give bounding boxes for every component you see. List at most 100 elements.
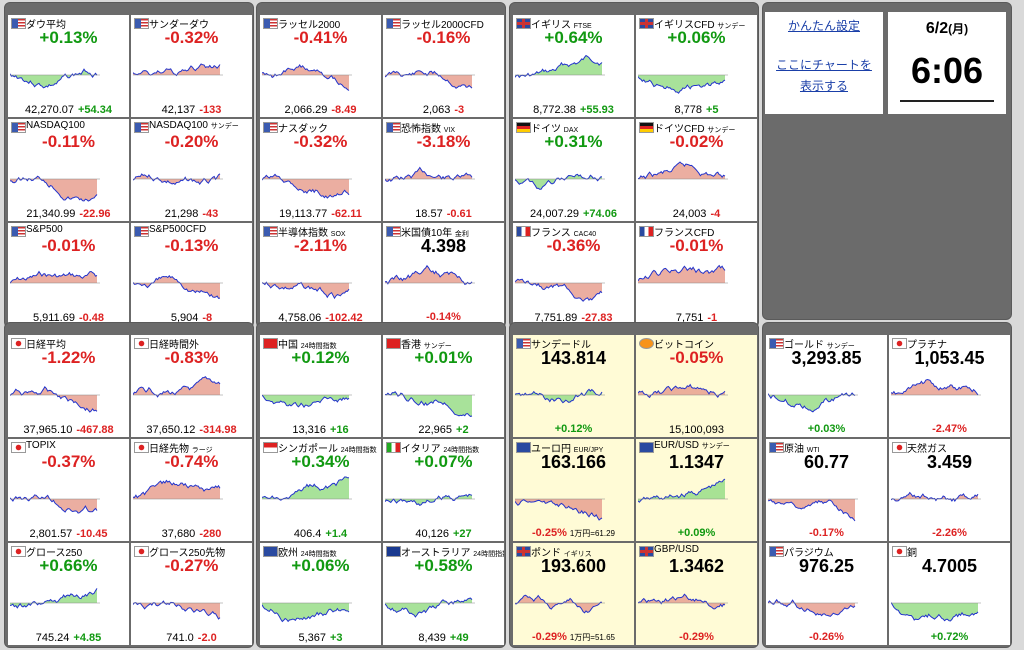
chart-line (133, 63, 221, 77)
mini-chart (133, 376, 223, 398)
tile-name-text: イタリア (401, 444, 441, 455)
market-tile[interactable]: NASDAQ100 サンデー -0.20% 21,298 -43 (131, 119, 252, 221)
market-tile[interactable]: 半導体指数 SOX -2.11% 4,758.06 -102.42 (260, 223, 381, 325)
market-tile[interactable]: 香港 サンデー +0.01% 22,965 +2 (383, 335, 504, 437)
market-tile[interactable]: グロース250 +0.66% 745.24 +4.85 (8, 543, 129, 645)
market-tile[interactable]: オーストラリア 24時間指数+0.58% 8,439+49 (383, 543, 504, 645)
market-tile[interactable]: サンデードル 143.814 +0.12% (513, 335, 634, 437)
show-chart-link[interactable]: ここにチャートを 表示する (765, 55, 883, 97)
tile-name: シンガポール 24時間指数 (278, 440, 377, 455)
market-tile[interactable]: イギリス FTSE +0.64% 8,772.38 +55.93 (513, 15, 634, 117)
market-tile[interactable]: プラチナ 1,053.45 -2.47% (889, 335, 1010, 437)
tile-value: 745.24 (35, 632, 70, 644)
market-tile[interactable]: 欧州 24時間指数 +0.06% 5,367 +3 (260, 543, 381, 645)
market-tile[interactable]: ドイツCFD サンデー -0.02% 24,003 -4 (636, 119, 757, 221)
tile-headline: +0.06% (291, 556, 350, 575)
market-tile[interactable]: 中国 24時間指数 +0.12% 13,316 +16 (260, 335, 381, 437)
mini-chart (385, 597, 475, 618)
tile-headline: +0.13% (39, 28, 98, 47)
tile-change: -0.29% (679, 631, 714, 643)
tile-value-line: 7,751.89 -27.83 (513, 312, 634, 324)
tile-headline: -0.02% (669, 132, 724, 151)
tile-change: -43 (202, 208, 219, 220)
jp-flag-icon (134, 338, 149, 349)
chart-line (385, 493, 473, 507)
market-tile[interactable]: ラッセル2000CFD -0.16% 2,063 -3 (383, 15, 504, 117)
market-tile[interactable]: 恐怖指数 VIX -3.18% 18.57 -0.61 (383, 119, 504, 221)
chart-line (638, 383, 726, 399)
us-flag-icon (386, 226, 401, 237)
chart-line (385, 264, 473, 286)
market-tile[interactable]: 銅 4.7005 +0.72% (889, 543, 1010, 645)
tile-headline: -0.32% (164, 28, 219, 47)
tile-name-text: NASDAQ100 (26, 120, 85, 131)
market-tile[interactable]: GBP/USD 1.3462 -0.29% (636, 543, 757, 645)
market-tile[interactable]: パラジウム 976.25 -0.26% (766, 543, 887, 645)
mini-chart (10, 385, 100, 413)
market-tile[interactable]: ダウ平均 +0.13% 42,270.07 +54.34 (8, 15, 129, 117)
tile-name-text: ナスダック (278, 124, 328, 135)
tile-headline: -0.01% (669, 236, 724, 255)
tile-value: 18.57 (415, 208, 443, 220)
us-flag-icon (386, 18, 401, 29)
market-tile[interactable]: 原油 WTI 60.77 -0.17% (766, 439, 887, 541)
market-tile[interactable]: EUR/USD サンデー 1.1347 +0.09% (636, 439, 757, 541)
chart-line (385, 166, 473, 182)
market-tile[interactable]: ビットコイン -0.05% 15,100,093 (636, 335, 757, 437)
market-panel: サンデードル 143.814 +0.12% ビットコイン -0.05% 15,100,09… (509, 322, 759, 648)
market-tile[interactable]: ポンド イギリス 193.600 -0.29% 1万円=51.65 (513, 543, 634, 645)
tile-footer: -0.25% 1万円=61.29 (513, 527, 634, 539)
tile-name: オーストラリア 24時間指数 (401, 544, 504, 559)
market-tile[interactable]: 日経時間外 -0.83% 37,650.12 -314.98 (131, 335, 252, 437)
chart-area (638, 162, 725, 179)
tile-name-text: 日経先物 (149, 444, 189, 455)
chart-area (262, 477, 349, 501)
market-tile[interactable]: フランス CAC40 -0.36% 7,751.89 -27.83 (513, 223, 634, 325)
market-tile[interactable]: グロース250先物 -0.27% 741.0 -2.0 (131, 543, 252, 645)
market-tile[interactable]: ゴールド サンデー 3,293.85 +0.03% (766, 335, 887, 437)
chart-line (133, 376, 221, 398)
tile-name: NASDAQ100 サンデー (149, 120, 239, 131)
market-tile[interactable]: NASDAQ100 -0.11% 21,340.99 -22.96 (8, 119, 129, 221)
tile-headline: -0.83% (164, 348, 219, 367)
mini-chart (515, 173, 605, 190)
tile-value: 8,772.38 (533, 104, 576, 116)
chart-area (10, 386, 97, 412)
it-flag-icon (386, 442, 401, 453)
chart-line (891, 491, 979, 503)
market-tile[interactable]: サンダーダウ -0.32% 42,137 -133 (131, 15, 252, 117)
market-tile[interactable]: シンガポール 24時間指数 +0.34% 406.4 +1.4 (260, 439, 381, 541)
market-tile[interactable]: イギリスCFD サンデー +0.06% 8,778 +5 (636, 15, 757, 117)
tile-subname: VIX (443, 127, 456, 134)
chart-line (10, 68, 98, 89)
market-tile[interactable]: フランスCFD -0.01% 7,751 -1 (636, 223, 757, 325)
tile-change: -0.48 (78, 312, 105, 324)
chart-area (10, 494, 97, 514)
tile-footer: +0.03% (766, 423, 887, 435)
tile-headline: -0.05% (669, 348, 724, 367)
market-tile[interactable]: イタリア 24時間指数 +0.07% 40,126 +27 (383, 439, 504, 541)
tile-headline: -0.36% (546, 236, 601, 255)
market-tile[interactable]: S&P500 -0.01% 5,911.69 -0.48 (8, 223, 129, 325)
tile-name-text: オーストラリア (401, 548, 471, 559)
chart-line (133, 479, 221, 499)
market-tile[interactable]: 天然ガス 3.459 -2.26% (889, 439, 1010, 541)
market-tile[interactable]: ナスダック -0.32% 19,113.77 -62.11 (260, 119, 381, 221)
chart-area (515, 389, 602, 403)
chart-area (515, 499, 602, 520)
market-tile[interactable]: TOPIX -0.37% 2,801.57 -10.45 (8, 439, 129, 541)
tile-change: -2.47% (932, 423, 967, 435)
market-tile[interactable]: 米国債10年 金利 4.398 -0.14% (383, 223, 504, 325)
market-tile[interactable]: 日経平均 -1.22% 37,965.10 -467.88 (8, 335, 129, 437)
easy-settings-link[interactable]: かんたん設定 (787, 19, 860, 33)
market-tile[interactable]: ユーロ円 EUR/JPY 163.166 -0.25% 1万円=61.29 (513, 439, 634, 541)
market-tile[interactable]: ドイツ DAX +0.31% 24,007.29 +74.06 (513, 119, 634, 221)
fr-flag-icon (516, 226, 531, 237)
market-tile[interactable]: S&P500CFD -0.13% 5,904 -8 (131, 223, 252, 325)
chart-line (638, 76, 726, 94)
market-tile[interactable]: 日経先物 ラージ -0.74% 37,680 -280 (131, 439, 252, 541)
mini-chart (10, 494, 100, 514)
market-tile[interactable]: ラッセル2000 -0.41% 2,066.29 -8.49 (260, 15, 381, 117)
tile-value: 21,340.99 (26, 208, 76, 220)
eu-flag-icon (516, 442, 531, 453)
